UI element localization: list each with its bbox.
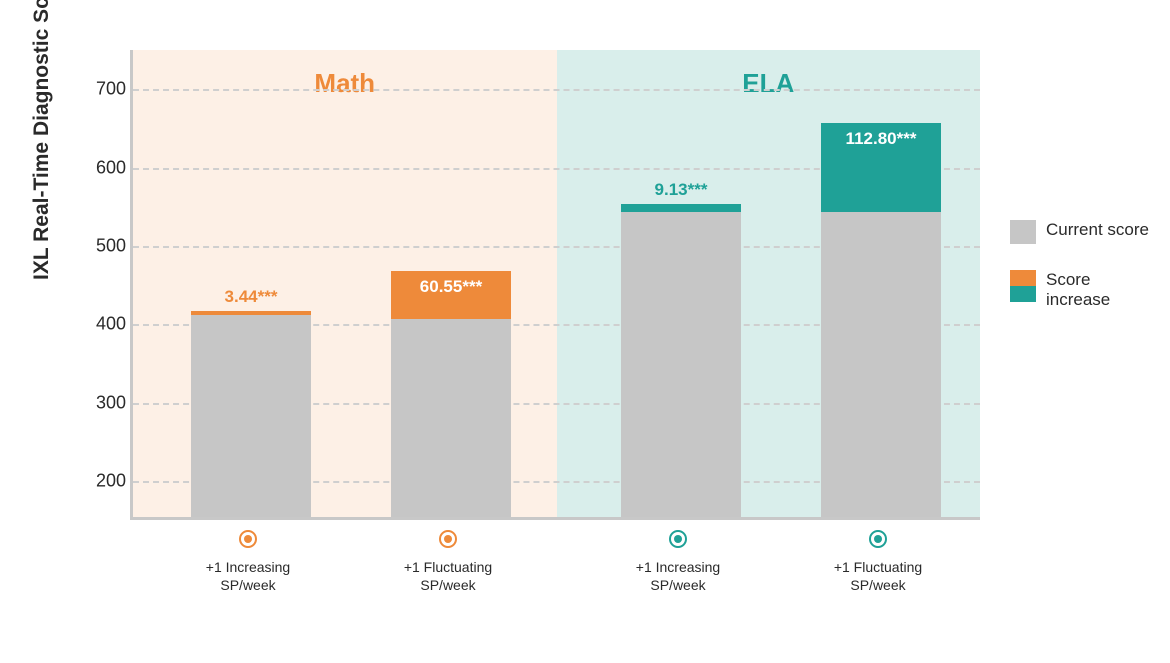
legend-item-increase: Score increase [1010,270,1150,310]
bar-value-label: 9.13*** [621,180,741,200]
bar-value-label: 60.55*** [391,277,511,297]
panel-title-math: Math [133,68,557,99]
legend-label-current: Current score [1046,220,1149,240]
x-tick: +1 IncreasingSP/week [608,530,748,595]
panel-title-ela: ELA [557,68,981,99]
x-marker-icon [439,530,457,548]
y-tick-label: 700 [88,79,126,100]
x-tick: +1 FluctuatingSP/week [808,530,948,595]
bar-base [391,319,511,517]
x-marker-icon [669,530,687,548]
y-tick-label: 200 [88,470,126,491]
x-tick: +1 FluctuatingSP/week [378,530,518,595]
bar-base [821,212,941,518]
bar-value-label: 3.44*** [191,287,311,307]
y-tick-label: 600 [88,157,126,178]
legend-swatch-current [1010,220,1036,244]
gridline [133,89,980,91]
bar-increment [621,204,741,211]
y-axis-title: IXL Real-Time Diagnostic Score [30,0,54,280]
chart-container: IXL Real-Time Diagnostic Score Math ELA … [40,30,1150,640]
y-tick-label: 400 [88,314,126,335]
y-tick-label: 300 [88,392,126,413]
y-tick-label: 500 [88,235,126,256]
legend-swatch-increase [1010,270,1036,302]
legend: Current score Score increase [1010,220,1150,336]
bar-base [621,212,741,518]
x-marker-icon [239,530,257,548]
bar-base [191,315,311,517]
legend-item-current: Current score [1010,220,1150,244]
bar-value-label: 112.80*** [821,129,941,149]
x-tick: +1 IncreasingSP/week [178,530,318,595]
plot-area: Math ELA 3.44*** 60.55*** 9.13*** 112.80*** [130,50,980,520]
bar-increment [191,311,311,315]
x-marker-icon [869,530,887,548]
legend-label-increase: Score increase [1046,270,1150,310]
